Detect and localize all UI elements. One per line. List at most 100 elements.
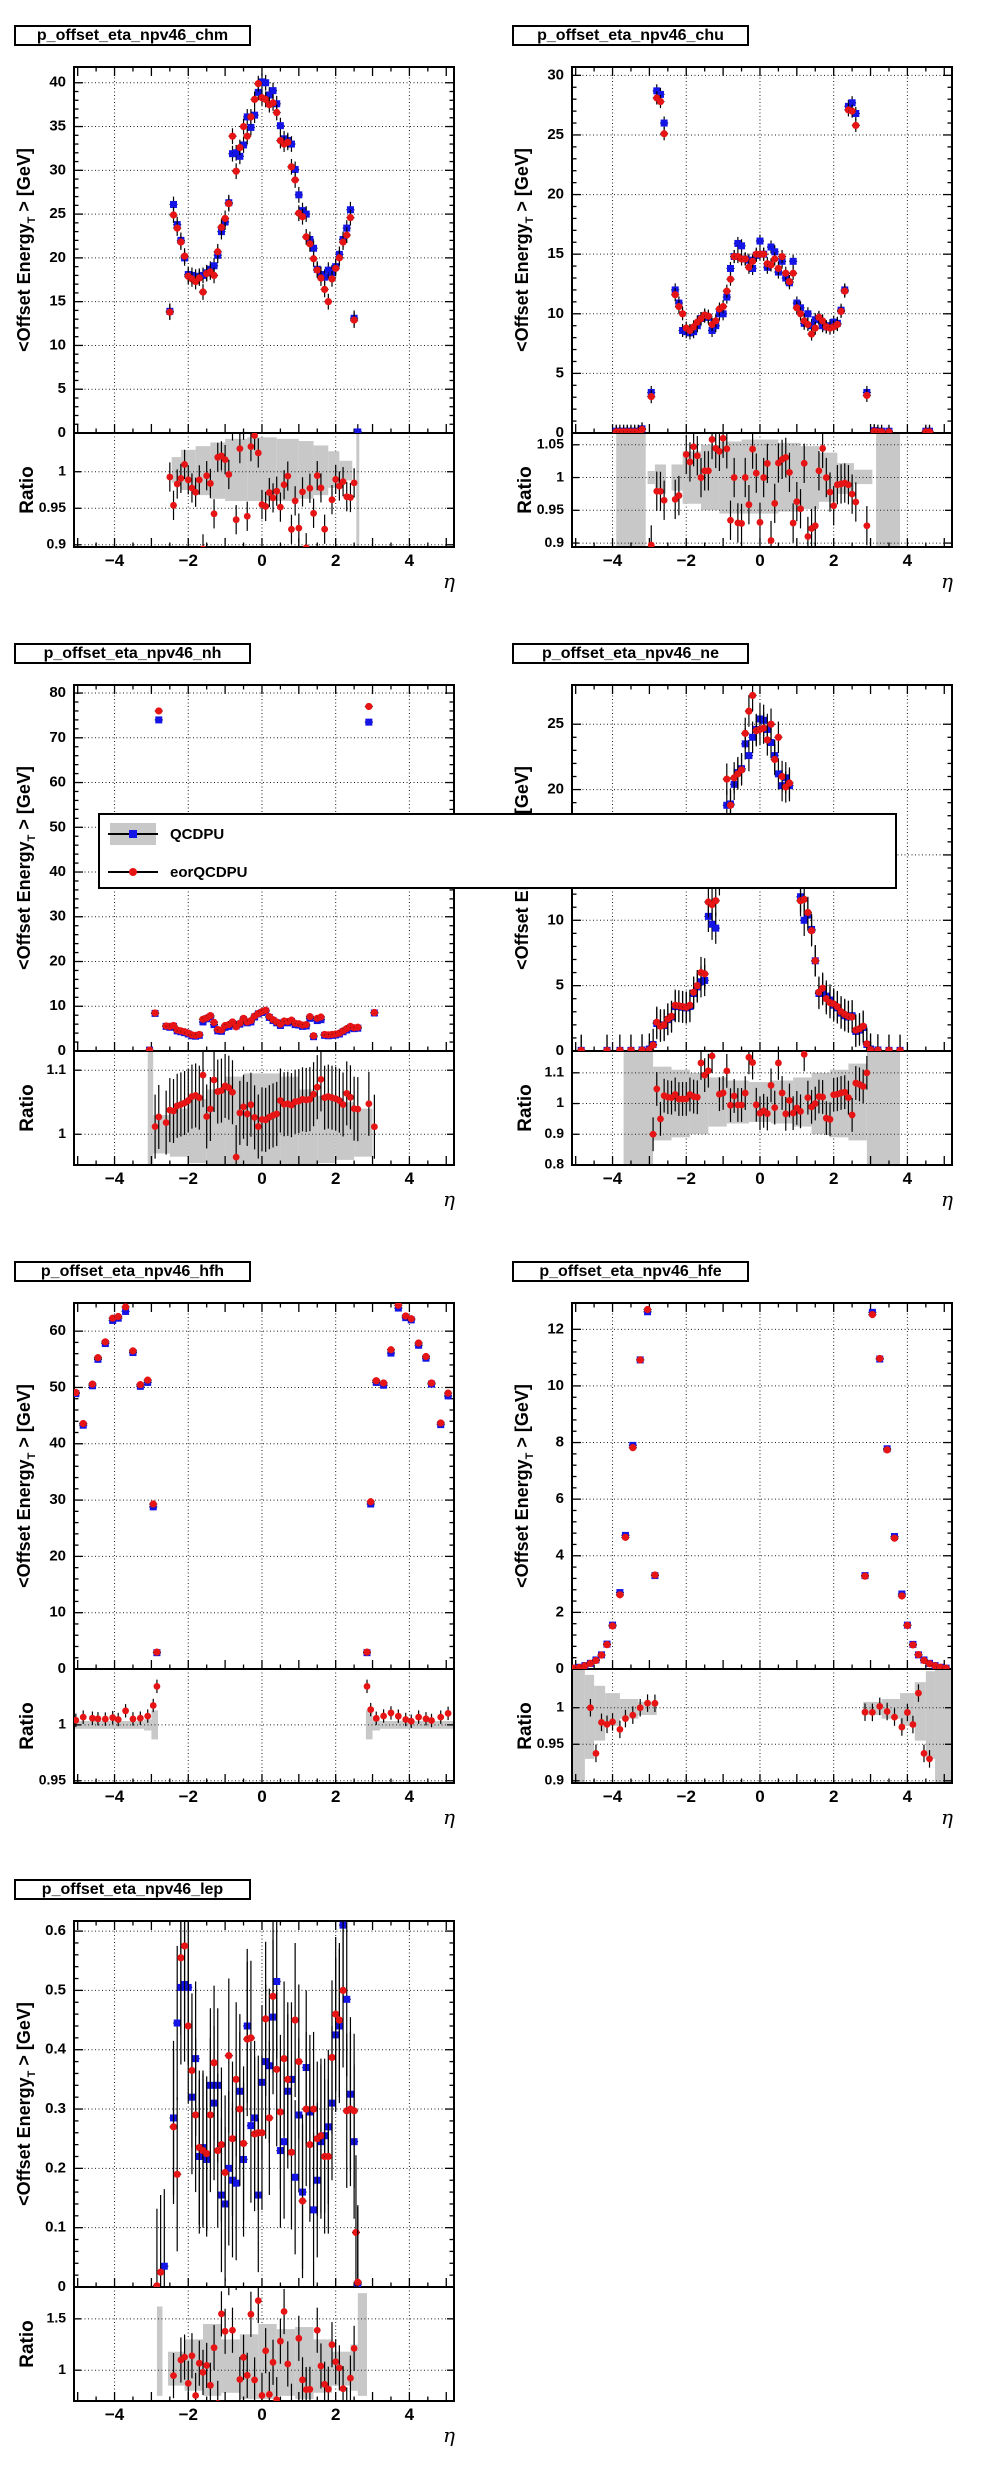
svg-text:50: 50 (49, 1378, 66, 1395)
svg-text:4: 4 (903, 1169, 913, 1188)
grid-lines (74, 1303, 454, 1783)
svg-text:60: 60 (49, 1322, 66, 1339)
svg-text:0.95: 0.95 (39, 1771, 66, 1787)
series-eorqcdpu (572, 1305, 951, 1669)
svg-text:0.2: 0.2 (45, 2159, 66, 2176)
pad-frames (73, 66, 455, 548)
plot-canvas-nh: 0 10 20 30 40 50 60 70 80 1 1.1 −4 −2 0 2 4 η <Offset Ene… (14, 684, 455, 1211)
svg-text:20: 20 (49, 1547, 66, 1564)
svg-text:25: 25 (547, 126, 564, 143)
svg-text:−2: −2 (179, 1787, 198, 1806)
series-eorqcdpu (74, 1303, 453, 1656)
axis-ticks (572, 67, 952, 547)
svg-text:2: 2 (331, 2405, 340, 2424)
svg-text:<Offset EnergyT > [GeV]: <Offset EnergyT > [GeV] (14, 148, 38, 352)
svg-text:−2: −2 (179, 2405, 198, 2424)
plot-canvas-hfh: 0 10 20 30 40 50 60 0.95 1 −4 −2 0 2 4 η <Offset Energy… (14, 1302, 455, 1829)
svg-text:4: 4 (903, 551, 913, 570)
panel-title-text: p_offset_eta_npv46_hfh (40, 1262, 225, 1280)
svg-text:10: 10 (547, 305, 564, 322)
svg-text:0.95: 0.95 (537, 1735, 564, 1751)
plot-canvas-lep: 0 0.1 0.2 0.3 0.4 0.5 0.6 1 1.5 −4 −2 0 2 4 η <Offset E… (14, 1920, 455, 2447)
svg-text:20: 20 (547, 186, 564, 203)
svg-text:15: 15 (49, 293, 66, 310)
panel-title-hfh: p_offset_eta_npv46_hfh (14, 1261, 251, 1282)
axis-ticks (572, 1303, 952, 1783)
svg-text:η: η (941, 1805, 953, 1829)
svg-text:30: 30 (49, 908, 66, 925)
svg-text:0.3: 0.3 (45, 2100, 66, 2117)
svg-text:0: 0 (58, 2278, 66, 2295)
axis-labels: 0 0.1 0.2 0.3 0.4 0.5 0.6 1 1.5 −4 −2 0 2 4 η <Offset E… (14, 1922, 455, 2447)
svg-text:15: 15 (547, 245, 564, 262)
svg-text:−4: −4 (105, 1787, 125, 1806)
svg-text:20: 20 (547, 781, 564, 798)
svg-text:0.4: 0.4 (45, 2041, 67, 2058)
svg-text:−2: −2 (677, 1787, 696, 1806)
svg-text:0.95: 0.95 (39, 499, 66, 515)
svg-text:10: 10 (49, 336, 66, 353)
panel-title-hfe: p_offset_eta_npv46_hfe (512, 1261, 749, 1282)
svg-text:1: 1 (58, 2361, 66, 2377)
svg-text:Ratio: Ratio (515, 466, 536, 514)
legend-entry-eorqcdpu: eorQCDPU (100, 861, 895, 885)
panel-title-text: p_offset_eta_npv46_ne (542, 644, 719, 662)
svg-text:4: 4 (405, 1787, 415, 1806)
svg-text:60: 60 (49, 774, 66, 791)
axis-labels: 0 10 20 30 40 50 60 70 80 1 1.1 −4 −2 0 2 4 η <Offset Ene… (14, 684, 455, 1211)
svg-text:70: 70 (49, 729, 66, 746)
svg-text:1.1: 1.1 (545, 1064, 565, 1080)
axis-ticks (572, 685, 952, 1166)
axis-labels: 0 5 10 15 20 25 30 35 40 0.9 0.95 1 −4 −2 0 2 4 η <Offset … (14, 74, 455, 593)
svg-text:0.95: 0.95 (537, 501, 564, 517)
svg-text:4: 4 (405, 551, 415, 570)
svg-text:30: 30 (547, 66, 564, 83)
svg-text:0: 0 (257, 551, 266, 570)
svg-text:−4: −4 (603, 1169, 623, 1188)
svg-text:2: 2 (331, 1787, 340, 1806)
svg-text:0.8: 0.8 (545, 1156, 565, 1172)
plot-canvas-chu: 0 5 10 15 20 25 30 0.9 0.95 1 1.05 −4 −2 0 2 4 η <Offset … (512, 66, 953, 593)
panel-lep: 0 0.1 0.2 0.3 0.4 0.5 0.6 1 1.5 −4 −2 0 2 4 η <Offset E… (0, 1854, 498, 2472)
svg-text:<Offset EnergyT > [GeV]: <Offset EnergyT > [GeV] (14, 1384, 38, 1588)
svg-text:1: 1 (58, 462, 66, 478)
series-eorqcdpu (612, 91, 934, 433)
svg-text:−4: −4 (603, 1787, 623, 1806)
ratio-uncertainty-band (156, 2293, 368, 2399)
svg-text:8: 8 (556, 1434, 564, 1451)
ratio-points (647, 433, 871, 547)
series-qcdpu (165, 74, 362, 433)
panel-title-chm: p_offset_eta_npv46_chm (14, 25, 251, 46)
svg-text:10: 10 (49, 997, 66, 1014)
svg-text:−2: −2 (179, 551, 198, 570)
svg-text:2: 2 (829, 1169, 838, 1188)
panel-chm: 0 5 10 15 20 25 30 35 40 0.9 0.95 1 −4 −2 0 2 4 η <Offset … (0, 0, 498, 618)
svg-text:0: 0 (58, 424, 66, 441)
svg-text:−2: −2 (179, 1169, 198, 1188)
svg-text:0.1: 0.1 (45, 2219, 66, 2236)
series-eorqcdpu (577, 685, 905, 1051)
svg-text:40: 40 (49, 863, 66, 880)
legend-entry-qcdpu: QCDPU (100, 823, 895, 847)
svg-text:−4: −4 (105, 1169, 125, 1188)
svg-text:0: 0 (755, 1169, 764, 1188)
svg-text:25: 25 (49, 205, 66, 222)
svg-text:Ratio: Ratio (515, 1702, 536, 1750)
panel-title-text: p_offset_eta_npv46_nh (43, 644, 222, 662)
series-eorqcdpu (145, 702, 379, 1051)
axis-ticks (74, 67, 454, 547)
series-eorqcdpu (165, 75, 359, 328)
svg-text:2: 2 (331, 551, 340, 570)
svg-text:1.05: 1.05 (537, 435, 564, 451)
svg-text:η: η (443, 1805, 455, 1829)
ratio-points (170, 2287, 358, 2401)
svg-text:0: 0 (556, 424, 564, 441)
panel-title-nh: p_offset_eta_npv46_nh (14, 643, 251, 664)
svg-text:5: 5 (58, 380, 66, 397)
svg-text:30: 30 (49, 161, 66, 178)
svg-text:2: 2 (331, 1169, 340, 1188)
svg-text:0.5: 0.5 (45, 1981, 66, 1998)
svg-text:1.5: 1.5 (47, 2310, 67, 2326)
svg-text:<Offset EnergyT > [GeV]: <Offset EnergyT > [GeV] (14, 2002, 38, 2206)
